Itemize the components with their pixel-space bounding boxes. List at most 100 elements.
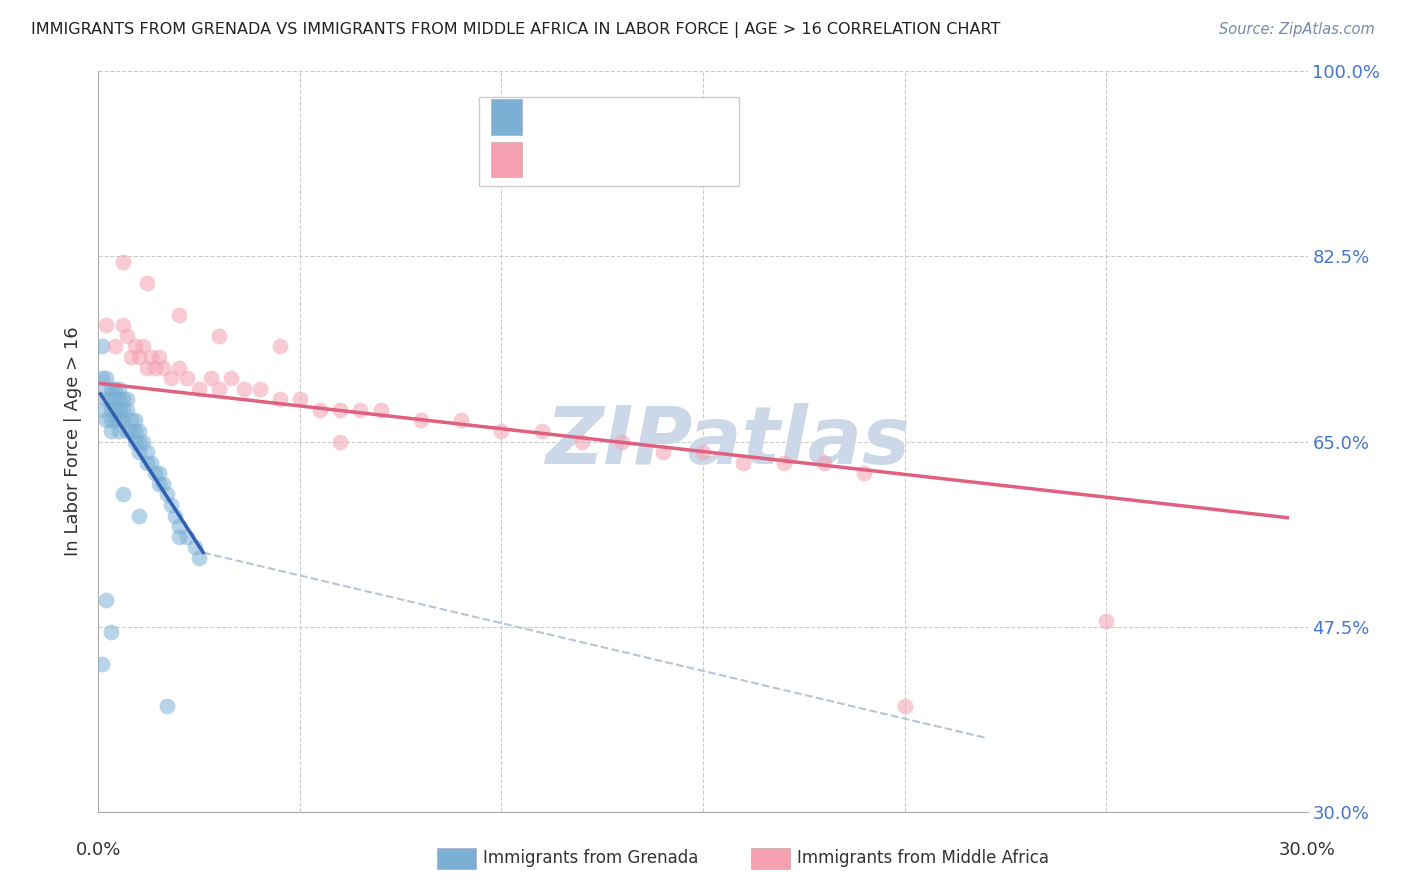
Point (160, 371, 183, 385)
Bar (437, 848, 475, 869)
Text: Immigrants from Middle Africa: Immigrants from Middle Africa (797, 849, 1049, 867)
Point (103, 382, 125, 396)
Point (128, 424, 150, 438)
Point (139, 350, 162, 364)
Point (491, 424, 513, 438)
Point (232, 382, 254, 396)
Point (115, 424, 138, 438)
Point (148, 350, 170, 364)
Point (96, 382, 118, 396)
Point (124, 434, 146, 449)
Point (208, 328, 231, 343)
Point (107, 402, 129, 417)
Text: N =: N = (648, 108, 689, 126)
Point (269, 339, 291, 353)
Point (128, 508, 150, 523)
Point (148, 476, 170, 491)
Point (124, 424, 146, 438)
Point (167, 360, 190, 375)
Point (111, 392, 134, 407)
Point (188, 550, 211, 565)
Y-axis label: In Labor Force | Age > 16: In Labor Force | Age > 16 (65, 326, 83, 557)
Point (120, 413, 142, 427)
Text: R =: R = (530, 108, 569, 126)
Point (571, 434, 593, 449)
Point (184, 541, 207, 555)
Point (100, 624, 122, 639)
Point (128, 434, 150, 449)
Point (111, 318, 134, 333)
Point (103, 392, 125, 407)
Point (91, 371, 114, 385)
Bar (751, 848, 790, 869)
Point (96, 371, 118, 385)
Point (115, 402, 138, 417)
Point (269, 392, 291, 407)
Point (167, 519, 190, 533)
Point (91, 402, 114, 417)
Text: -0.301: -0.301 (576, 151, 640, 169)
Point (91, 339, 114, 353)
Point (733, 456, 755, 470)
Point (163, 508, 186, 523)
Point (409, 413, 432, 427)
Point (143, 467, 166, 481)
Text: IMMIGRANTS FROM GRENADA VS IMMIGRANTS FROM MIDDLE AFRICA IN LABOR FORCE | AGE > : IMMIGRANTS FROM GRENADA VS IMMIGRANTS FR… (31, 22, 1000, 38)
Text: -0.414: -0.414 (576, 108, 640, 126)
Point (91, 657, 114, 671)
Point (120, 350, 142, 364)
Point (135, 360, 157, 375)
Text: 30.0%: 30.0% (1279, 841, 1336, 859)
Point (853, 467, 876, 481)
Point (111, 413, 134, 427)
Point (124, 339, 146, 353)
Point (288, 392, 311, 407)
Text: Immigrants from Grenada: Immigrants from Grenada (482, 849, 699, 867)
Point (115, 392, 138, 407)
Point (128, 350, 150, 364)
Text: R =: R = (530, 151, 569, 169)
Point (200, 371, 222, 385)
Point (813, 456, 835, 470)
Point (156, 698, 179, 713)
Text: 0.0%: 0.0% (76, 841, 121, 859)
Point (100, 402, 122, 417)
Point (176, 530, 198, 544)
Point (132, 339, 155, 353)
Point (148, 467, 170, 481)
Point (160, 498, 183, 512)
Point (96, 392, 118, 407)
Text: N =: N = (648, 151, 689, 169)
Point (111, 402, 134, 417)
Point (100, 382, 122, 396)
Point (329, 434, 352, 449)
Point (221, 371, 243, 385)
Point (111, 487, 134, 501)
Text: 48: 48 (690, 151, 716, 169)
Point (167, 308, 190, 322)
Point (96, 318, 118, 333)
Point (103, 339, 125, 353)
Text: 57: 57 (690, 108, 716, 126)
Point (329, 402, 352, 417)
Point (893, 698, 915, 713)
Point (167, 530, 190, 544)
Point (100, 424, 122, 438)
Point (143, 360, 166, 375)
Point (176, 371, 198, 385)
Point (530, 424, 553, 438)
Point (188, 382, 211, 396)
Point (349, 402, 371, 417)
Point (135, 276, 157, 290)
Text: Source: ZipAtlas.com: Source: ZipAtlas.com (1219, 22, 1375, 37)
Point (128, 445, 150, 459)
Point (103, 413, 125, 427)
Point (1095, 615, 1118, 629)
Point (152, 360, 174, 375)
Text: ZIPatlas: ZIPatlas (544, 402, 910, 481)
Point (111, 254, 134, 268)
Point (135, 445, 157, 459)
Point (450, 413, 472, 427)
Point (208, 382, 231, 396)
Point (249, 382, 271, 396)
